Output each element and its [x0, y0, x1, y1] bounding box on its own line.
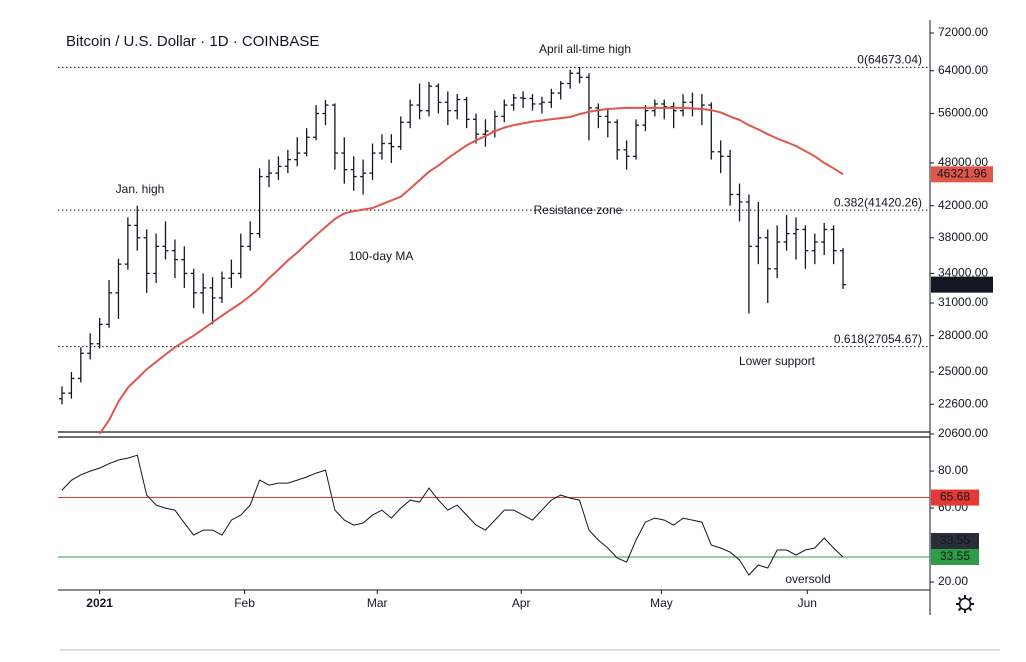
chart-title: Bitcoin / U.S. Dollar · 1D · COINBASE	[66, 33, 319, 50]
ma-badge-label: 46321.96	[937, 167, 987, 181]
rsi-badge	[931, 532, 979, 549]
x-tick-label: Jun	[798, 596, 817, 610]
rsi-level-badge	[931, 548, 979, 565]
candles	[59, 66, 847, 405]
rsi-level-badge-label: 65.68	[940, 490, 970, 504]
y-tick-label: 56000.00	[938, 106, 988, 120]
y-tick-label: 80.00	[938, 463, 968, 477]
annotation: Resistance zone	[534, 203, 623, 217]
annotation: Lower support	[739, 354, 816, 368]
price-badge-label: 32831.21	[937, 277, 987, 291]
x-tick-label: Feb	[234, 596, 255, 610]
y-tick-label: 34000.00	[938, 266, 988, 280]
rsi-level-badge-label: 33.55	[940, 549, 970, 563]
y-tick-label: 25000.00	[938, 364, 988, 378]
y-tick-label: 20600.00	[938, 426, 988, 440]
ma-label: 100-day MA	[349, 249, 414, 263]
rsi-line	[61, 454, 844, 576]
price-badge	[931, 276, 993, 293]
fib-level-label: 0.382(41420.26)	[834, 195, 922, 209]
ma-badge	[931, 166, 993, 183]
moving-average	[98, 106, 844, 434]
fib-level-label: 0(64673.04)	[857, 53, 922, 67]
x-tick-label: Mar	[367, 596, 388, 610]
x-tick-label: May	[650, 596, 673, 610]
annotation: April all-time high	[539, 42, 631, 56]
gear-ring[interactable]	[958, 597, 972, 611]
y-tick-label: 28000.00	[938, 328, 988, 342]
y-tick-label: 22600.00	[938, 396, 988, 410]
rsi-level-badge	[931, 489, 979, 506]
gear-teeth[interactable]	[956, 595, 974, 613]
rsi-badge-label: 33.55	[940, 533, 970, 547]
y-tick-label: 64000.00	[938, 63, 988, 77]
x-tick-label: Apr	[512, 596, 531, 610]
annotation: Jan. high	[116, 182, 165, 196]
y-tick-label: 38000.00	[938, 230, 988, 244]
y-tick-label: 31000.00	[938, 295, 988, 309]
y-tick-label: 20.00	[938, 574, 968, 588]
x-tick-label: 2021	[86, 596, 113, 610]
y-tick-label: 42000.00	[938, 198, 988, 212]
y-tick-label: 48000.00	[938, 155, 988, 169]
annotation: oversold	[785, 572, 830, 586]
y-tick-label: 72000.00	[938, 25, 988, 39]
fib-level-label: 0.618(27054.67)	[834, 332, 922, 346]
settings-icon[interactable]	[956, 595, 974, 613]
